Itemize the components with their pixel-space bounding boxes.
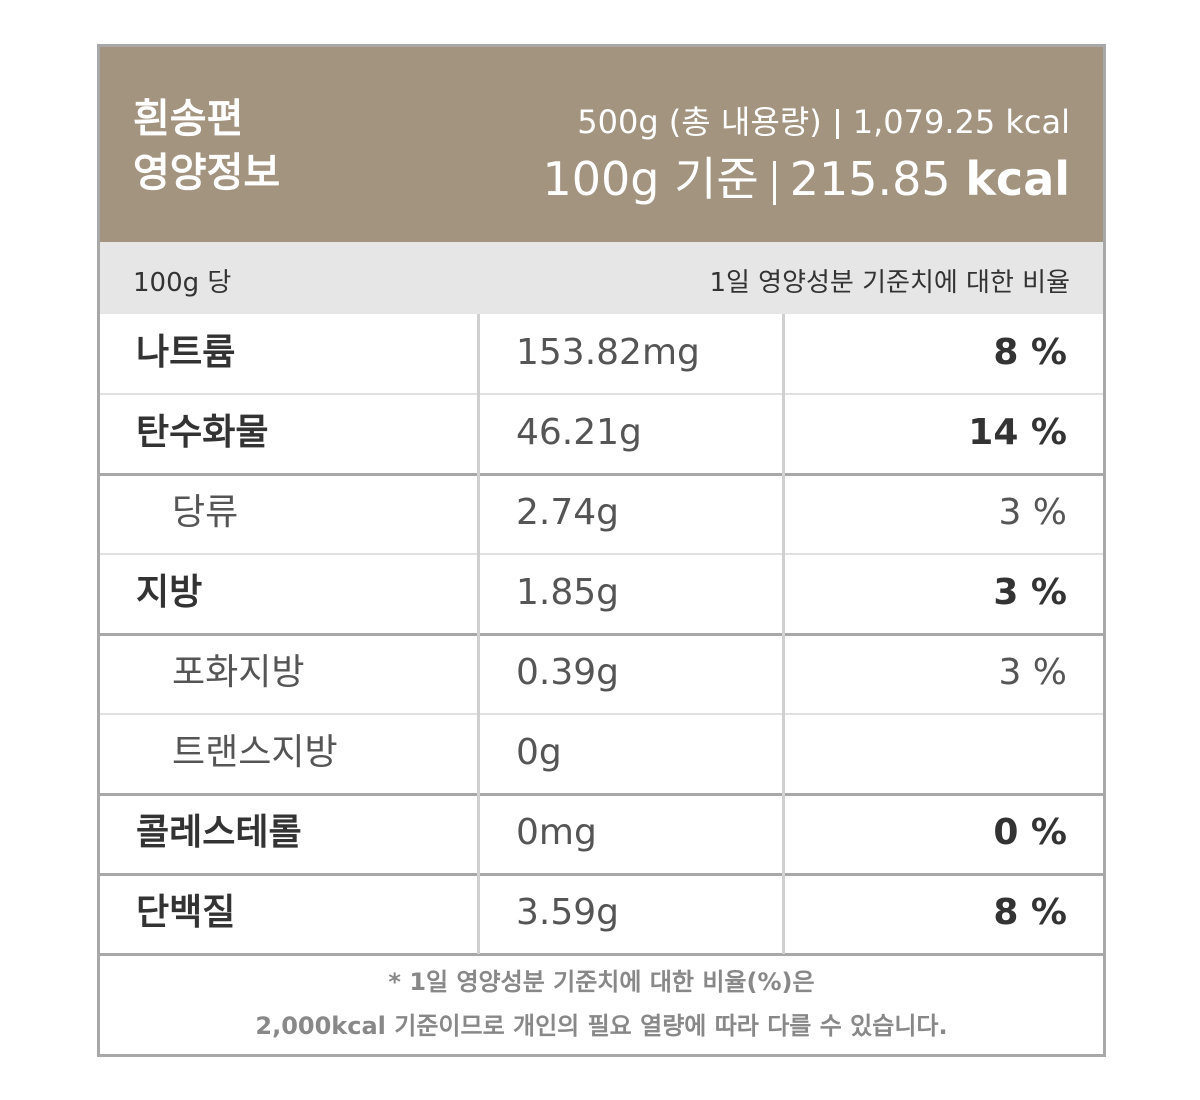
daily-percent: 3 %	[998, 492, 1067, 533]
table-row: 나트륨 153.82mg 8 %	[100, 314, 1103, 394]
column-line	[477, 314, 480, 954]
subheader-right: 1일 영양성분 기준치에 대한 비율	[709, 268, 1070, 298]
footnote: * 1일 영양성분 기준치에 대한 비율(%)은 2,000kcal 기준이므로 …	[100, 954, 1103, 1060]
separator	[835, 109, 839, 139]
table-row: 단백질 3.59g 8 %	[100, 874, 1103, 954]
nutrient-name: 단백질	[136, 892, 236, 933]
nutrient-name: 지방	[136, 572, 203, 613]
row-divider	[100, 713, 1103, 715]
table-row: 트랜스지방 0g	[100, 714, 1103, 794]
amount: 0g	[516, 732, 562, 773]
table-row: 콜레스테롤 0mg 0 %	[100, 794, 1103, 874]
row-divider	[100, 553, 1103, 555]
title-line: 흰송편	[133, 96, 244, 142]
daily-percent: 3 %	[998, 652, 1067, 693]
daily-percent: 0 %	[993, 812, 1067, 853]
table-row: 지방 1.85g 3 %	[100, 554, 1103, 634]
nutrient-name: 나트륨	[136, 332, 236, 373]
row-divider	[100, 873, 1103, 876]
daily-percent: 8 %	[993, 332, 1067, 373]
nutrient-name: 콜레스테롤	[136, 812, 302, 853]
row-divider	[100, 633, 1103, 636]
subheader-left: 100g 당	[133, 268, 232, 298]
nutrient-name: 트랜스지방	[172, 732, 338, 773]
total-amount: 500g (총 내용량)	[577, 103, 822, 141]
amount: 0mg	[516, 812, 597, 853]
daily-percent: 14 %	[968, 412, 1067, 453]
amount: 2.74g	[516, 492, 620, 533]
total-energy: 1,079.25	[852, 103, 996, 141]
basis: 100g 기준	[542, 152, 759, 206]
row-divider	[100, 473, 1103, 476]
table-row: 포화지방 0.39g 3 %	[100, 634, 1103, 714]
row-divider	[100, 953, 1103, 956]
row-divider	[100, 393, 1103, 395]
unit: kcal	[1005, 103, 1070, 141]
energy: 215.85	[789, 152, 951, 206]
table-row: 탄수화물 46.21g 14 %	[100, 394, 1103, 474]
nutrient-name: 포화지방	[172, 652, 305, 693]
unit: kcal	[965, 152, 1070, 206]
total-info: 500g (총 내용량) 1,079.25 kcal	[577, 97, 1070, 143]
daily-percent: 3 %	[993, 572, 1067, 613]
nutrient-name: 탄수화물	[136, 412, 269, 453]
footnote-line: * 1일 영양성분 기준치에 대한 비율(%)은	[388, 968, 815, 996]
amount: 1.85g	[516, 572, 620, 613]
amount: 153.82mg	[516, 332, 700, 373]
column-line	[782, 314, 785, 954]
per100-info: 100g 기준 215.85 kcal	[542, 143, 1070, 209]
amount: 0.39g	[516, 652, 620, 693]
title-line: 영양정보	[133, 150, 281, 196]
amount: 3.59g	[516, 892, 620, 933]
row-divider	[100, 793, 1103, 796]
nutrient-name: 당류	[172, 492, 239, 533]
amount: 46.21g	[516, 412, 642, 453]
separator	[772, 160, 776, 205]
subheader: 100g 당 1일 영양성분 기준치에 대한 비율	[100, 242, 1103, 314]
table-row: 당류 2.74g 3 %	[100, 474, 1103, 554]
daily-percent: 8 %	[993, 892, 1067, 933]
footnote-line: 2,000kcal 기준이므로 개인의 필요 열량에 따라 다를 수 있습니다.	[255, 1012, 948, 1040]
